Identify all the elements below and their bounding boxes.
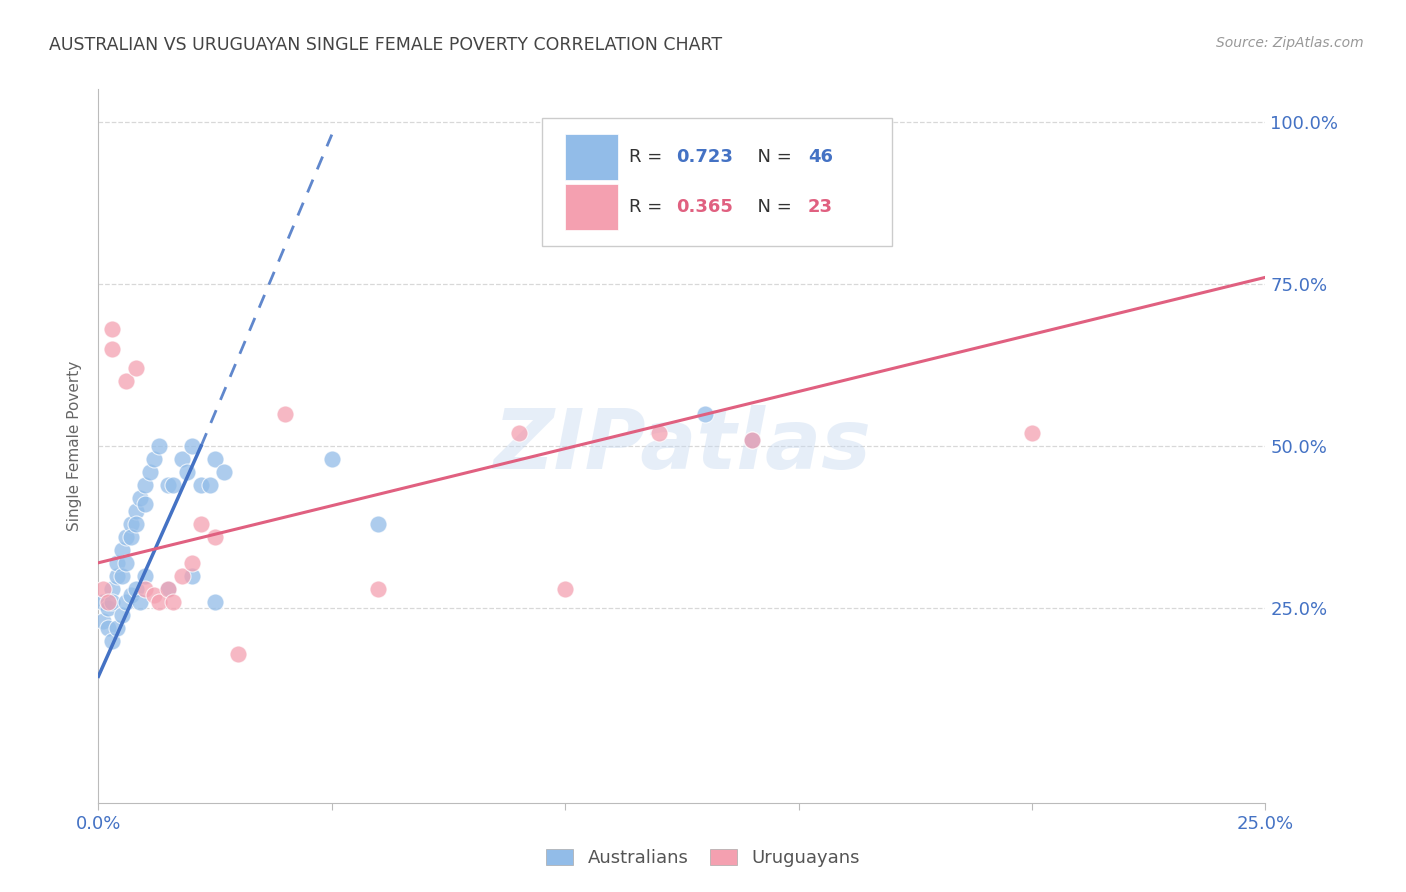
Point [115, 595, 138, 609]
Point [125, 582, 148, 596]
Point [125, 361, 148, 376]
Point [105, 621, 128, 635]
Point [134, 568, 156, 582]
Point [115, 530, 138, 544]
Text: R =: R = [630, 148, 668, 166]
Point [134, 497, 156, 511]
Point [101, 582, 124, 596]
Point [1021, 425, 1043, 440]
Point [101, 342, 124, 356]
Point [129, 595, 152, 609]
Point [105, 568, 128, 582]
Point [172, 452, 194, 467]
Point [101, 633, 124, 648]
Point [228, 647, 250, 661]
Point [367, 582, 389, 596]
Text: 46: 46 [808, 148, 832, 166]
Point [105, 556, 128, 570]
Point [200, 478, 222, 492]
Point [741, 433, 763, 447]
Point [554, 582, 576, 596]
Point [176, 465, 198, 479]
Point [157, 478, 180, 492]
Point [367, 516, 389, 531]
Point [148, 439, 170, 453]
Text: N =: N = [747, 198, 797, 216]
Point [157, 582, 180, 596]
Point [162, 595, 184, 609]
FancyBboxPatch shape [541, 118, 891, 246]
FancyBboxPatch shape [565, 184, 617, 230]
Point [190, 478, 212, 492]
Point [97, 601, 120, 615]
Point [172, 568, 194, 582]
Point [162, 478, 184, 492]
Legend: Australians, Uruguayans: Australians, Uruguayans [538, 841, 868, 874]
Point [111, 542, 134, 557]
Point [134, 582, 156, 596]
Point [321, 452, 343, 467]
Point [204, 452, 226, 467]
Point [180, 556, 202, 570]
Point [190, 516, 212, 531]
Text: AUSTRALIAN VS URUGUAYAN SINGLE FEMALE POVERTY CORRELATION CHART: AUSTRALIAN VS URUGUAYAN SINGLE FEMALE PO… [49, 36, 723, 54]
Point [101, 595, 124, 609]
Point [741, 433, 763, 447]
Point [204, 595, 226, 609]
Text: ZIPatlas: ZIPatlas [494, 406, 870, 486]
Point [91, 614, 114, 628]
Point [143, 452, 166, 467]
Point [508, 425, 530, 440]
Point [115, 556, 138, 570]
Point [274, 407, 297, 421]
Point [204, 530, 226, 544]
Point [97, 595, 120, 609]
Point [111, 607, 134, 622]
Text: R =: R = [630, 198, 668, 216]
Point [143, 588, 166, 602]
Text: 0.723: 0.723 [676, 148, 733, 166]
Point [139, 465, 162, 479]
Point [125, 516, 148, 531]
Point [214, 465, 236, 479]
Point [180, 568, 202, 582]
Point [148, 595, 170, 609]
Point [695, 407, 717, 421]
Point [91, 582, 114, 596]
Point [91, 595, 114, 609]
Text: 0.365: 0.365 [676, 198, 733, 216]
Point [97, 621, 120, 635]
Point [111, 568, 134, 582]
Point [157, 582, 180, 596]
Text: Source: ZipAtlas.com: Source: ZipAtlas.com [1216, 36, 1364, 50]
Point [129, 491, 152, 505]
Point [180, 439, 202, 453]
Y-axis label: Single Female Poverty: Single Female Poverty [67, 361, 83, 531]
Text: N =: N = [747, 148, 797, 166]
Point [120, 516, 142, 531]
Point [120, 588, 142, 602]
Point [134, 478, 156, 492]
Point [115, 374, 138, 388]
Point [647, 425, 669, 440]
Point [120, 530, 142, 544]
Point [125, 504, 148, 518]
Point [101, 322, 124, 336]
Text: 23: 23 [808, 198, 832, 216]
FancyBboxPatch shape [565, 134, 617, 180]
